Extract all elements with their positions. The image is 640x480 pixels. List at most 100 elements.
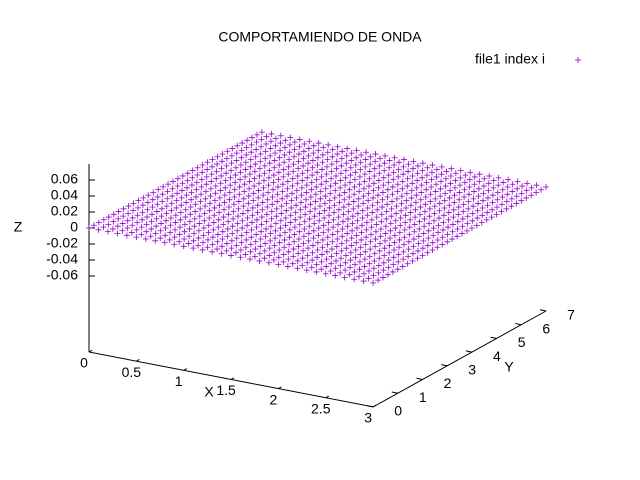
data-point [300,233,307,240]
data-point [388,205,395,212]
data-point [290,168,297,175]
data-point [213,168,220,175]
data-point [251,183,258,190]
data-point [367,246,374,253]
data-point [199,169,206,176]
data-point [337,269,344,276]
data-point [114,223,121,230]
data-point [283,200,290,207]
data-point [299,262,306,269]
data-point [384,271,391,278]
data-point [342,259,349,266]
data-point [451,192,458,199]
data-point [313,261,320,268]
data-point [399,185,406,192]
data-point [362,156,369,163]
data-point [356,266,363,273]
data-point [309,157,316,164]
data-point [314,246,321,253]
data-point [469,210,476,217]
data-point [315,147,322,154]
data-point [303,189,310,196]
data-point [105,214,112,221]
data-point [347,264,354,271]
data-point [490,177,497,184]
data-point [352,162,359,169]
data-point [148,211,155,218]
y-tick-label: 2 [444,375,452,391]
data-point [367,238,374,245]
data-point [505,176,512,183]
data-point [200,225,207,232]
data-point [265,189,272,196]
data-point [207,185,214,192]
data-point [295,158,302,165]
data-point [366,260,373,267]
data-point [321,207,328,214]
data-point [319,151,326,158]
data-point [189,174,196,181]
data-point [297,206,304,213]
data-point [398,200,405,207]
data-point [284,263,291,270]
data-point [179,172,186,179]
data-point [294,257,301,264]
data-point [282,137,289,144]
data-point [318,181,325,188]
data-point [316,217,323,224]
data-point [463,227,470,234]
data-point [457,174,464,181]
data-point [199,161,206,168]
data-point [153,223,160,230]
data-point [386,235,393,242]
data-point [289,260,296,267]
data-point [494,204,501,211]
data-point [470,203,477,210]
data-point [499,194,506,201]
data-point [291,153,298,160]
data-point [504,191,511,198]
data-point [360,278,367,285]
data-point [95,219,102,226]
data-point [427,191,434,198]
data-point [348,150,355,157]
data-point [358,229,365,236]
data-point [361,270,368,277]
data-point [235,198,242,205]
data-point [310,142,317,149]
data-point [281,236,288,243]
data-point [460,208,467,215]
data-point [284,193,291,200]
data-point [260,192,267,199]
data-point [390,176,397,183]
data-point [382,223,389,230]
data-point [242,244,249,251]
data-point [139,202,146,209]
data-point [321,215,328,222]
data-point [393,210,400,217]
data-point [296,221,303,228]
data-point [217,187,224,194]
data-point [171,234,178,241]
data-point [372,228,379,235]
data-point [382,237,389,244]
x-tick [88,349,93,353]
data-point [305,245,312,252]
data-point [176,238,183,245]
data-point [239,225,246,232]
data-point [347,172,354,179]
data-point [419,167,426,174]
data-point [441,197,448,204]
data-point [191,223,198,230]
data-point [208,171,215,178]
data-point [302,211,309,218]
data-point [327,190,334,197]
data-point [300,162,307,169]
data-point [251,175,258,182]
data-point [253,139,260,146]
data-point [353,154,360,161]
data-point [104,228,111,235]
data-point [249,212,256,219]
data-point [209,163,216,170]
data-point [341,196,348,203]
